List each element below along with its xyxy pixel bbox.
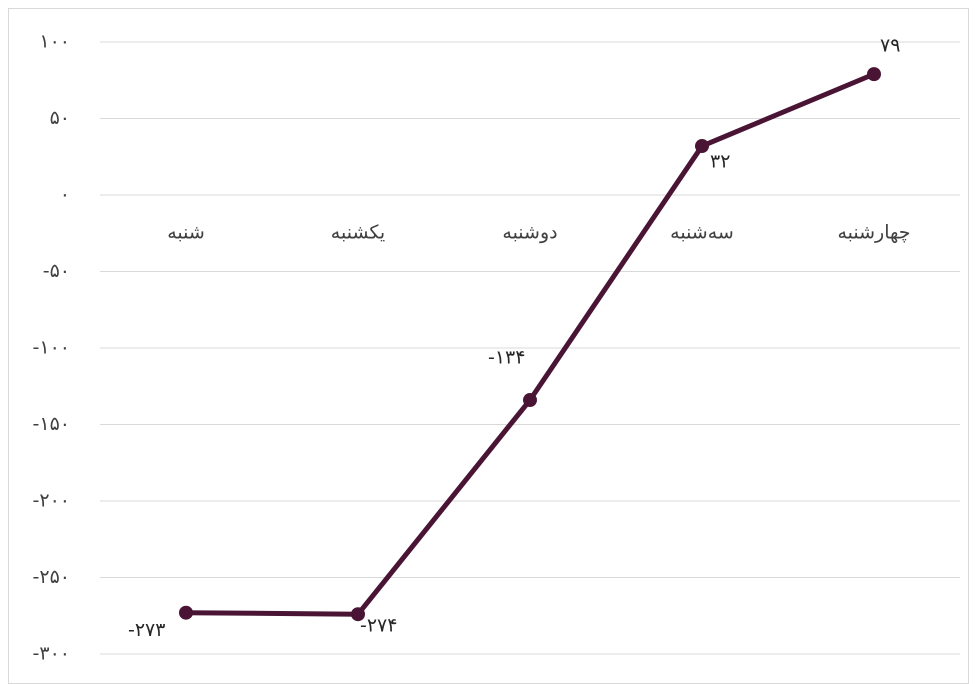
y-axis-tick-labels: ۱۰۰ ۵۰ ۰ -۵۰ -۱۰۰ -۱۵۰ -۲۰۰ -۲۵۰ -۳۰۰	[33, 31, 70, 665]
y-tick-label: ۵۰	[50, 107, 70, 129]
data-labels: -۲۷۳ -۲۷۴ -۱۳۴ ۳۲ ۷۹	[128, 35, 900, 642]
data-label: ۷۹	[880, 35, 900, 57]
y-tick-label: ۰	[60, 184, 70, 206]
y-tick-label: -۱۵۰	[33, 413, 70, 435]
data-points	[179, 67, 881, 622]
series-line-group	[183, 71, 877, 617]
data-label: ۳۲	[710, 151, 730, 173]
x-category-label: چهارشنبه	[837, 222, 910, 244]
data-point	[867, 67, 881, 82]
y-tick-label: -۵۰	[43, 260, 70, 282]
x-category-label: شنبه	[167, 222, 205, 244]
x-category-label: یکشنبه	[331, 222, 385, 244]
y-tick-label: ۱۰۰	[39, 31, 70, 53]
x-axis-category-labels: شنبه یکشنبه دوشنبه سه‌شنبه چهارشنبه	[167, 222, 910, 244]
data-point	[523, 393, 537, 408]
y-tick-label: -۱۰۰	[33, 337, 70, 359]
gridlines	[100, 41, 960, 655]
data-label: -۱۳۴	[488, 347, 525, 369]
data-label: -۲۷۳	[128, 619, 165, 641]
data-point	[351, 607, 365, 622]
x-category-label: سه‌شنبه	[670, 222, 734, 244]
series-line	[183, 71, 877, 617]
y-tick-label: -۳۰۰	[33, 643, 70, 665]
x-category-label: دوشنبه	[502, 222, 557, 244]
data-point	[179, 605, 193, 620]
y-tick-label: -۲۵۰	[33, 566, 70, 588]
y-tick-label: -۲۰۰	[33, 490, 70, 512]
data-label: -۲۷۴	[360, 615, 397, 637]
data-point	[695, 139, 709, 154]
